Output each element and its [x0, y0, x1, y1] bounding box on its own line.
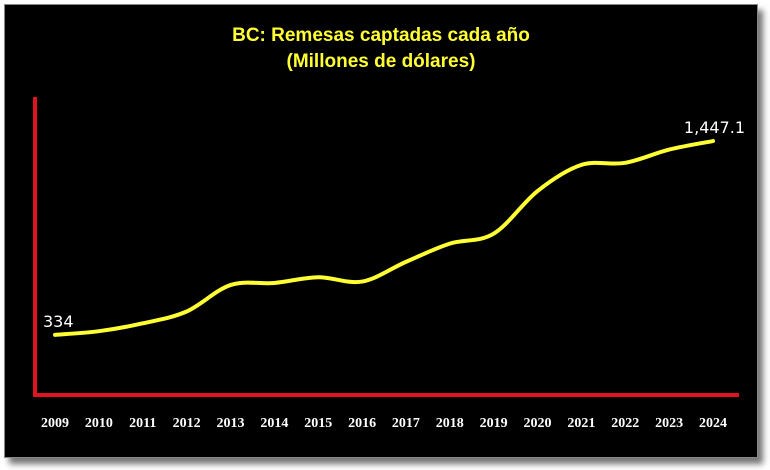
data-point-2013 [228, 283, 232, 287]
data-label-2009: 334 [43, 312, 74, 331]
data-point-2011 [141, 321, 145, 325]
data-point-2017 [404, 260, 408, 264]
data-point-2012 [185, 310, 189, 314]
x-tick-label-2018: 2018 [436, 416, 464, 431]
x-tick-label-2014: 2014 [260, 416, 288, 431]
data-point-2018 [448, 242, 452, 246]
x-tick-label-2022: 2022 [611, 416, 639, 431]
data-point-2022 [623, 161, 627, 165]
data-point-2020 [536, 189, 540, 193]
line-chart: BC: Remesas captadas cada año (Millones … [33, 25, 745, 431]
chart-subtitle: (Millones de dólares) [287, 51, 476, 72]
data-point-2015 [316, 275, 320, 279]
data-point-2021 [579, 163, 583, 167]
data-point-2014 [272, 281, 276, 285]
x-tick-label-2009: 2009 [41, 416, 69, 431]
data-point-2023 [667, 148, 671, 152]
data-point-2024 [711, 139, 715, 143]
x-tick-label-2013: 2013 [216, 416, 244, 431]
chart-title: BC: Remesas captadas cada año [232, 25, 530, 46]
series-line [53, 139, 715, 337]
x-tick-label-2012: 2012 [173, 416, 201, 431]
chart-frame: BC: Remesas captadas cada año (Millones … [4, 4, 758, 458]
x-tick-label-2019: 2019 [480, 416, 508, 431]
data-label-2024: 1,447.1 [684, 118, 745, 137]
x-tick-label-2023: 2023 [655, 416, 683, 431]
x-tick-label-2016: 2016 [348, 416, 376, 431]
data-point-2019 [492, 232, 496, 236]
x-tick-label-2024: 2024 [699, 416, 727, 431]
x-tick-label-2011: 2011 [129, 416, 156, 431]
x-tick-label-2017: 2017 [392, 416, 420, 431]
x-tick-label-2020: 2020 [524, 416, 552, 431]
data-point-2010 [97, 329, 101, 333]
x-tick-label-2021: 2021 [567, 416, 595, 431]
x-tick-label-2015: 2015 [304, 416, 332, 431]
x-tick-label-2010: 2010 [85, 416, 113, 431]
data-point-2016 [360, 280, 364, 284]
data-point-2009 [53, 333, 57, 337]
